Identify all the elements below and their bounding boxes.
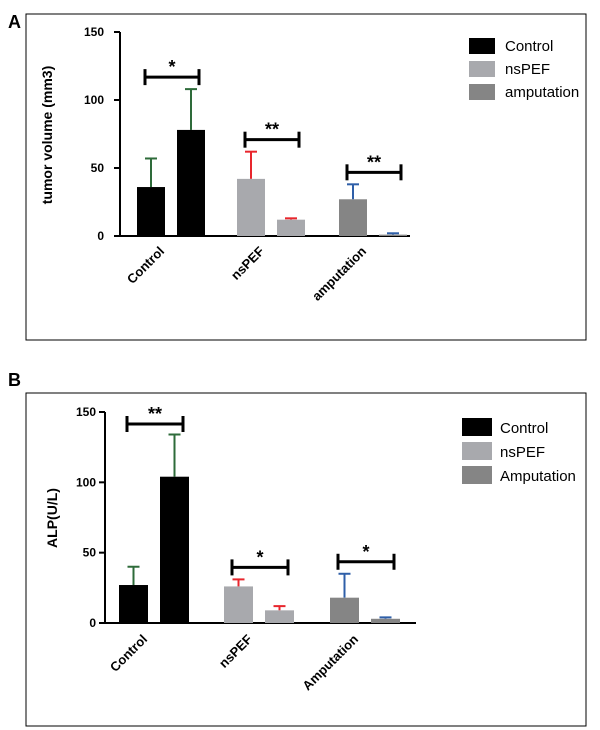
sig-label: ** (367, 152, 381, 172)
legend-label-control: Control (505, 38, 553, 55)
bar-amputation-2 (379, 234, 407, 236)
legend-label-amputation: Amputation (500, 468, 576, 485)
legend-swatch-control (469, 38, 495, 54)
sig-label: ** (265, 120, 279, 140)
category-label: Control (107, 632, 150, 675)
legend-label-nspef: nsPEF (505, 61, 550, 78)
category-label: Control (124, 244, 167, 287)
legend-swatch-amputation (462, 466, 492, 484)
panel-frame (25, 392, 587, 727)
bar-nspef-2 (277, 219, 305, 236)
legend-swatch-amputation (469, 84, 495, 100)
panel-b: B 0 50 100 150 ALP(U/L) ** Control * nsPEF * Amputa… (8, 370, 587, 727)
bar-amputation-2 (371, 618, 400, 623)
panel-label: A (8, 12, 21, 32)
y-tick-label: 0 (97, 229, 104, 243)
legend-swatch-nspef (469, 61, 495, 77)
bar-control-2 (160, 476, 189, 623)
bar-control-2 (177, 129, 205, 236)
legend-label-control: Control (500, 420, 548, 437)
y-tick-label: 50 (91, 161, 105, 175)
y-tick-label: 150 (84, 25, 104, 39)
panel-a: A 0 50 100 150 tumor volume (mm3) * Control ** ns… (8, 12, 587, 341)
bar-nspef-1 (224, 586, 253, 623)
panel-label: B (8, 370, 21, 390)
category-label: Amputation (299, 631, 361, 693)
y-tick-label: 150 (76, 405, 96, 419)
bar-control-1 (137, 187, 165, 236)
sig-label: * (362, 542, 369, 562)
category-label: nsPEF (216, 631, 255, 670)
sig-label: * (256, 547, 263, 567)
bar-amputation-1 (339, 199, 367, 236)
y-tick-label: 100 (84, 93, 104, 107)
category-label: amputation (309, 243, 369, 303)
legend-swatch-control (462, 418, 492, 436)
bar-nspef-1 (237, 178, 265, 236)
bar-control-1 (119, 585, 148, 623)
sig-label: ** (148, 404, 162, 424)
panel-frame (25, 13, 587, 341)
y-tick-label: 0 (89, 616, 96, 630)
legend-label-amputation: amputation (505, 84, 579, 101)
category-label: nsPEF (228, 243, 267, 282)
y-axis-title: tumor volume (mm3) (39, 66, 55, 204)
legend-label-nspef: nsPEF (500, 444, 545, 461)
y-tick-label: 100 (76, 475, 96, 489)
bar-nspef-2 (265, 610, 294, 623)
y-tick-label: 50 (83, 546, 97, 560)
legend-swatch-nspef (462, 442, 492, 460)
y-axis-title: ALP(U/L) (44, 488, 60, 548)
sig-label: * (168, 57, 175, 77)
bar-amputation-1 (330, 597, 359, 623)
